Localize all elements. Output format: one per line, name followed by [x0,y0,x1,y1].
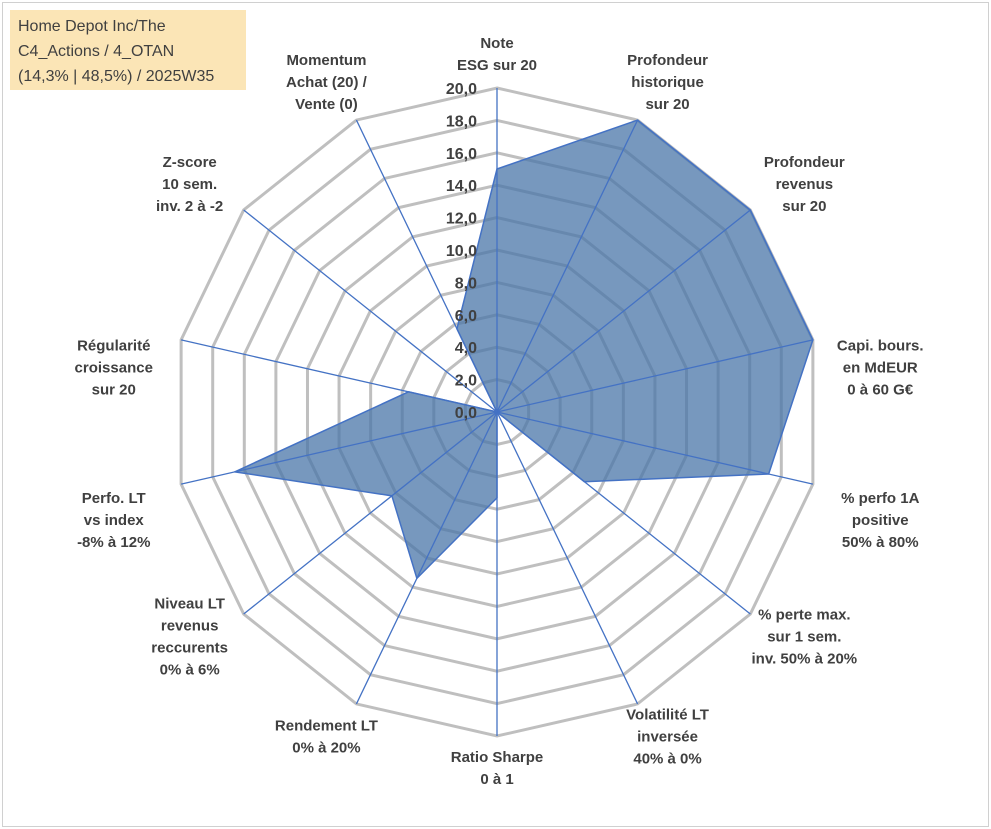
axis-label-line: % perfo 1A [841,490,920,507]
axis-label-line: 0% à 20% [292,739,360,756]
axis-label-line: Profondeur [627,52,708,69]
axis-label: Rendement LT 0% à 20% [275,717,378,756]
axis-label: Niveau LT revenus reccurents 0% à 6% [151,595,228,678]
axis-label: % perfo 1A positive 50% à 80% [841,490,920,551]
axis-label-line: 50% à 80% [842,534,919,551]
axis-label-line: 0% à 6% [160,661,220,678]
tick-label: 20,0 [446,81,477,98]
axis-label: Momentum Achat (20) / Vente (0) [286,52,368,113]
axis-label-line: revenus [161,617,219,634]
spoke-layer [180,88,814,736]
axis-label-layer: Note ESG sur 20 Profondeur historique sur 20… [75,35,924,788]
axis-label-line: Z-score [163,154,217,171]
axis-spoke [243,411,498,615]
axis-label-line: inv. 50% à 20% [752,650,858,667]
axis-spoke [496,119,639,413]
axis-label-line: Rendement LT [275,717,378,734]
axis-label-line: 0 à 60 G€ [847,381,914,398]
axis-label: Note ESG sur 20 [457,35,537,74]
axis-label: Capi. bours. en MdEUR 0 à 60 G€ [837,337,924,398]
axis-label-line: % perte max. [758,606,851,623]
axis-label-line: Régularité [77,337,150,354]
tick-layer: 0,0 2,0 4,0 6,0 8,0 10,0 12,0 14,0 16,0 18,0 20,0 [446,81,477,422]
axis-label-line: sur 1 sem. [767,628,841,645]
axis-label-line: -8% à 12% [77,534,150,551]
axis-label-line: inversée [637,728,698,745]
axis-label: Z-score 10 sem. inv. 2 à -2 [156,154,223,215]
tick-label: 12,0 [446,211,477,228]
axis-spoke [496,411,814,485]
stock-info-box: Home Depot Inc/The C4_Actions / 4_OTAN (… [10,10,246,90]
axis-label-line: en MdEUR [843,359,918,376]
axis-label-line: historique [631,74,704,91]
axis-label-line: vs index [84,512,145,529]
stock-name: Home Depot Inc/The [18,18,166,35]
tick-label: 14,0 [446,178,477,195]
axis-label-line: inv. 2 à -2 [156,198,223,215]
axis-label-line: Profondeur [764,154,845,171]
axis-label-line: Ratio Sharpe [451,749,544,766]
axis-spoke [496,339,814,413]
axis-label-line: Niveau LT [154,595,225,612]
tick-label: 4,0 [455,340,477,357]
axis-label-line: Capi. bours. [837,337,924,354]
axis-label-line: positive [852,512,909,529]
axis-label: Profondeur revenus sur 20 [764,154,845,215]
axis-label: Profondeur historique sur 20 [627,52,708,113]
axis-spoke [355,411,498,705]
axis-label: Ratio Sharpe 0 à 1 [451,749,544,788]
axis-spoke [496,411,639,705]
axis-label-line: Perfo. LT [82,490,146,507]
axis-label-line: Volatilité LT [626,706,709,723]
axis-label-line: Note [480,35,513,52]
axis-label-line: 0 à 1 [480,771,513,788]
stock-stats: (14,3% | 48,5%) / 2025W35 [18,68,215,85]
axis-label-line: Vente (0) [295,96,358,113]
axis-label: Perfo. LT vs index -8% à 12% [77,490,150,551]
axis-label-line: Achat (20) / [286,74,368,91]
tick-label: 18,0 [446,113,477,130]
stock-category: C4_Actions / 4_OTAN [18,43,175,60]
axis-spoke [496,411,751,615]
axis-spoke [180,339,498,413]
tick-label: 2,0 [455,373,477,390]
tick-label: 16,0 [446,146,477,163]
axis-label: Volatilité LT inversée 40% à 0% [626,706,709,767]
axis-label-line: croissance [75,359,153,376]
axis-label-line: sur 20 [92,381,136,398]
tick-label: 8,0 [455,275,477,292]
tick-label: 10,0 [446,243,477,260]
axis-spoke [180,411,498,485]
axis-label: % perte max. sur 1 sem. inv. 50% à 20% [752,606,858,667]
axis-label-line: Momentum [286,52,366,69]
axis-label-line: sur 20 [645,96,689,113]
axis-label-line: 40% à 0% [633,750,701,767]
tick-label: 0,0 [455,405,477,422]
axis-label: Régularité croissance sur 20 [75,337,153,398]
axis-spoke [243,209,498,413]
tick-label: 6,0 [455,308,477,325]
axis-label-line: revenus [776,176,834,193]
axis-label-line: 10 sem. [162,176,217,193]
axis-label-line: ESG sur 20 [457,57,537,74]
axis-spoke [496,209,751,413]
axis-spoke [355,119,498,413]
axis-label-line: reccurents [151,639,228,656]
axis-label-line: sur 20 [782,198,826,215]
